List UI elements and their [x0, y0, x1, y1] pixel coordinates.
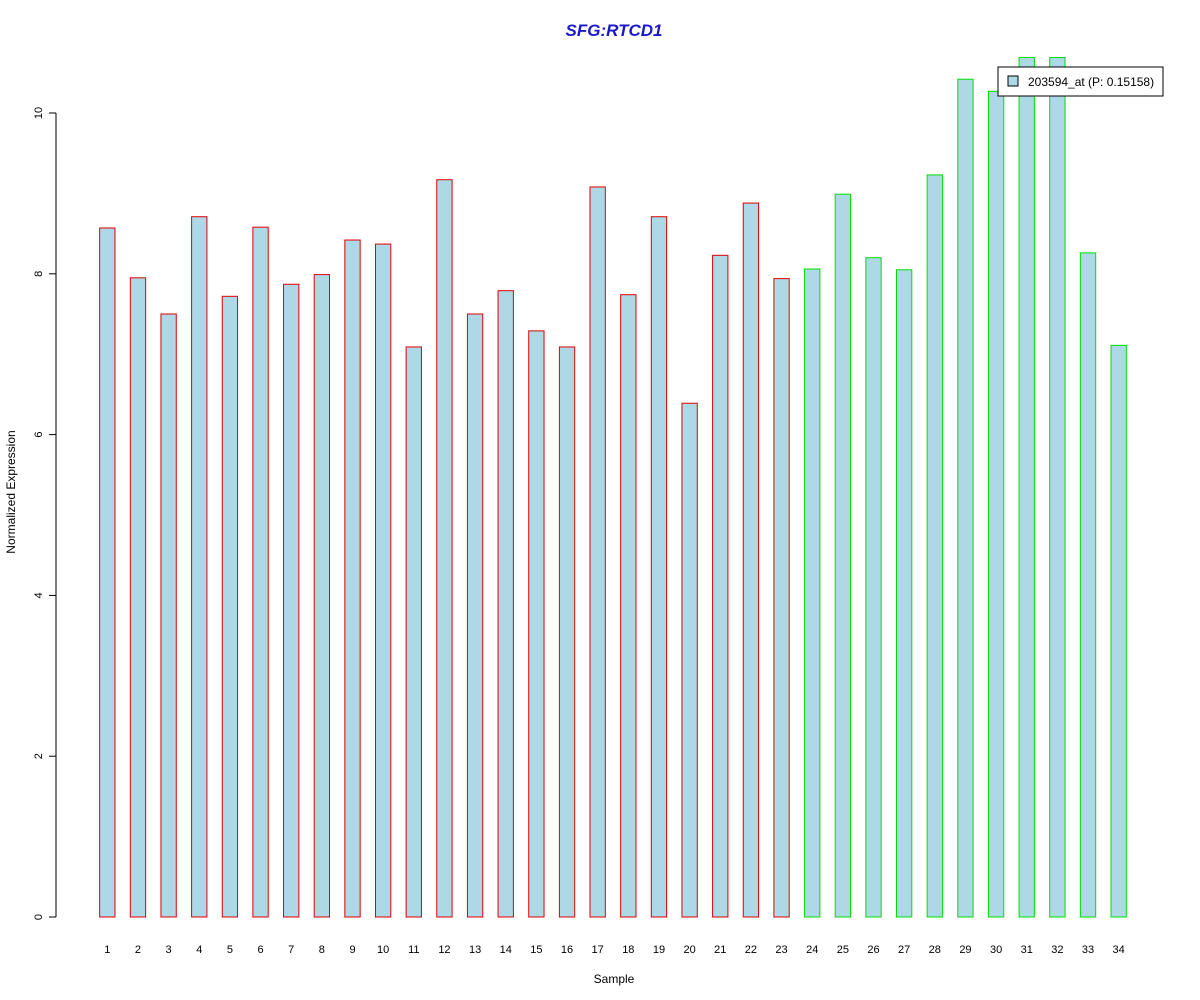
x-tick-label: 5: [227, 944, 233, 956]
bar: [283, 283, 300, 918]
x-tick-label: 6: [257, 944, 263, 956]
bar: [558, 346, 576, 918]
x-tick-label: 18: [622, 944, 634, 956]
x-tick-label: 19: [653, 944, 665, 956]
x-tick-label: 20: [683, 944, 695, 956]
bar: [160, 313, 177, 918]
x-tick-label: 25: [837, 944, 849, 956]
bar: [589, 186, 606, 918]
bar: [742, 202, 760, 918]
bar: [344, 239, 361, 918]
bar: [221, 295, 239, 918]
x-tick-label: 24: [806, 944, 818, 956]
x-tick-label: 13: [469, 944, 481, 956]
bar: [650, 216, 668, 918]
bar: [313, 274, 331, 918]
x-tick-label: 9: [349, 944, 355, 956]
chart-title: SFG:RTCD1: [566, 21, 663, 40]
x-tick-label: 21: [714, 944, 726, 956]
bar: [129, 277, 147, 918]
bar: [1018, 57, 1035, 918]
bar: [620, 294, 637, 918]
bar: [1049, 57, 1066, 918]
bar: [191, 216, 208, 918]
bar: [405, 346, 422, 918]
bar: [99, 227, 116, 918]
x-tick-label: 4: [196, 944, 202, 956]
y-axis-label: Normalized Expression: [4, 430, 18, 553]
bar: [987, 90, 1005, 918]
bar: [528, 330, 545, 918]
bars-group: [99, 57, 1127, 918]
x-tick-label: 22: [745, 944, 757, 956]
x-tick-label: 27: [898, 944, 910, 956]
x-tick-label: 8: [319, 944, 325, 956]
x-tick-label: 17: [592, 944, 604, 956]
x-tick-label: 11: [408, 944, 419, 956]
x-tick-label: 16: [561, 944, 573, 956]
x-tick-label: 33: [1082, 944, 1094, 956]
x-tick-label: 2: [135, 944, 141, 956]
x-tick-label: 23: [775, 944, 787, 956]
x-tick-label: 34: [1113, 944, 1125, 956]
x-tick-label: 28: [929, 944, 941, 956]
x-tick-label: 3: [166, 944, 172, 956]
bar: [926, 174, 943, 918]
y-tick-label: 8: [33, 271, 45, 277]
x-tick-label: 1: [104, 944, 110, 956]
bar: [466, 313, 484, 918]
legend-swatch: [1007, 75, 1019, 87]
legend: 203594_at (P: 0.15158): [997, 66, 1164, 97]
x-axis-label: Sample: [594, 972, 635, 986]
bar: [1110, 344, 1127, 918]
x-tick-label: 15: [530, 944, 542, 956]
bar: [252, 226, 269, 918]
bar: [957, 78, 974, 918]
y-tick-label: 0: [33, 914, 45, 920]
bar: [681, 402, 698, 918]
bar: [497, 290, 514, 918]
legend-box: [997, 66, 1164, 97]
bar: [895, 269, 913, 918]
x-tick-label: 14: [500, 944, 512, 956]
y-tick-label: 4: [33, 592, 45, 598]
bar: [773, 278, 790, 918]
bar: [712, 254, 729, 918]
x-tick-label: 31: [1021, 944, 1033, 956]
bar: [436, 179, 453, 918]
x-tick-label: 32: [1051, 944, 1063, 956]
bar: [374, 243, 392, 918]
x-tick-labels: 1 2 3 4 5 6 7 8 9 10 11 12 13 14 15 16 17 18 19 20 21 22 23 24 2…: [104, 944, 1125, 956]
bar: [804, 268, 821, 918]
x-tick-label: 29: [959, 944, 971, 956]
bar: [1079, 252, 1097, 918]
x-tick-label: 10: [377, 944, 389, 956]
y-axis: 0 2 4 6 8 10: [33, 107, 57, 920]
x-tick-label: 12: [438, 944, 450, 956]
bar: [865, 257, 882, 918]
x-tick-label: 30: [990, 944, 1002, 956]
bar: [834, 193, 852, 918]
y-tick-label: 10: [33, 107, 45, 119]
x-tick-label: 26: [867, 944, 879, 956]
legend-label: 203594_at (P: 0.15158): [1028, 75, 1154, 89]
y-tick-label: 2: [33, 753, 45, 759]
x-tick-label: 7: [288, 944, 294, 956]
y-tick-label: 6: [33, 432, 45, 438]
